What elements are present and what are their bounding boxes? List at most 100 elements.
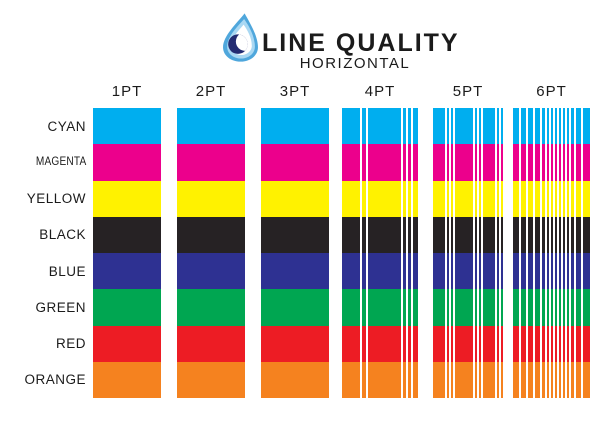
- color-cell-red-2pt: [177, 325, 245, 362]
- white-gap-line: [564, 108, 567, 398]
- color-cell-yellow-4pt: [342, 180, 418, 217]
- test-column-6pt: [513, 108, 590, 398]
- white-gap-line: [526, 108, 528, 398]
- color-cell-green-4pt: [342, 289, 418, 326]
- color-cell-magenta-1pt: [93, 144, 161, 181]
- color-cell-blue-4pt: [342, 253, 418, 290]
- row-label-text: BLACK: [39, 227, 86, 243]
- color-cell-magenta-6pt: [513, 144, 590, 181]
- color-cell-red-1pt: [93, 325, 161, 362]
- color-cell-yellow-1pt: [93, 180, 161, 217]
- white-gap-line: [580, 108, 583, 398]
- color-cell-orange-4pt: [342, 361, 418, 398]
- color-cell-cyan-1pt: [93, 108, 161, 145]
- white-gap-line: [498, 108, 501, 398]
- color-cell-magenta-4pt: [342, 144, 418, 181]
- white-gap-line: [540, 108, 543, 398]
- row-label-text: YELLOW: [26, 191, 86, 207]
- color-cell-black-3pt: [261, 216, 329, 253]
- color-cell-magenta-2pt: [177, 144, 245, 181]
- column-header-5pt: 5PT: [452, 83, 484, 100]
- row-label-magenta: MAGENTA: [0, 144, 86, 180]
- page-title: LINE QUALITY: [262, 29, 460, 57]
- test-column-5pt: [433, 108, 503, 398]
- color-cell-magenta-5pt: [433, 144, 503, 181]
- row-label-text: BLUE: [48, 263, 86, 279]
- color-cell-yellow-3pt: [261, 180, 329, 217]
- white-gap-line: [568, 108, 571, 398]
- white-gap-line: [360, 108, 363, 398]
- column-header-4pt: 4PT: [364, 83, 396, 100]
- row-label-text: ORANGE: [24, 372, 86, 388]
- page-subtitle: HORIZONTAL: [299, 55, 411, 72]
- white-gap-line: [477, 108, 480, 398]
- white-gap-line: [552, 108, 555, 398]
- white-gap-line: [449, 108, 452, 398]
- color-cell-cyan-3pt: [261, 108, 329, 145]
- color-cell-blue-1pt: [93, 253, 161, 290]
- row-label-orange: ORANGE: [0, 362, 86, 398]
- white-gap-line: [365, 108, 368, 398]
- color-cell-cyan-6pt: [513, 108, 590, 145]
- color-cell-green-6pt: [513, 289, 590, 326]
- color-cell-blue-2pt: [177, 253, 245, 290]
- color-cell-cyan-4pt: [342, 108, 418, 145]
- color-cell-magenta-3pt: [261, 144, 329, 181]
- row-label-black: BLACK: [0, 217, 86, 253]
- column-header-2pt: 2PT: [195, 83, 227, 100]
- color-cell-black-5pt: [433, 216, 503, 253]
- color-cell-black-2pt: [177, 216, 245, 253]
- color-cell-red-6pt: [513, 325, 590, 362]
- test-column-2pt: [177, 108, 245, 398]
- row-label-text: GREEN: [35, 299, 86, 315]
- color-cell-orange-2pt: [177, 361, 245, 398]
- white-gap-line: [519, 108, 521, 398]
- white-gap-line: [444, 108, 447, 398]
- row-label-text: RED: [55, 336, 86, 352]
- row-label-blue: BLUE: [0, 253, 86, 289]
- color-cell-red-3pt: [261, 325, 329, 362]
- white-gap-line: [481, 108, 484, 398]
- color-cell-red-4pt: [342, 325, 418, 362]
- color-cell-blue-3pt: [261, 253, 329, 290]
- color-cell-orange-6pt: [513, 361, 590, 398]
- white-gap-line: [400, 108, 403, 398]
- row-label-text: CYAN: [47, 118, 86, 134]
- color-cell-green-5pt: [433, 289, 503, 326]
- test-column-4pt: [342, 108, 418, 398]
- test-column-3pt: [261, 108, 329, 398]
- white-gap-line: [560, 108, 563, 398]
- white-gap-line: [494, 108, 497, 398]
- white-gap-line: [472, 108, 475, 398]
- white-gap-line: [549, 108, 552, 398]
- color-cell-blue-6pt: [513, 253, 590, 290]
- white-gap-line: [556, 108, 559, 398]
- white-gap-line: [573, 108, 576, 398]
- color-cell-yellow-2pt: [177, 180, 245, 217]
- color-cell-orange-5pt: [433, 361, 503, 398]
- color-cell-green-1pt: [93, 289, 161, 326]
- color-cell-cyan-2pt: [177, 108, 245, 145]
- color-cell-black-6pt: [513, 216, 590, 253]
- white-gap-line: [410, 108, 413, 398]
- water-drop-icon: [223, 13, 258, 62]
- row-label-yellow: YELLOW: [0, 181, 86, 217]
- color-cell-red-5pt: [433, 325, 503, 362]
- column-header-3pt: 3PT: [279, 83, 311, 100]
- white-gap-line: [405, 108, 408, 398]
- row-label-red: RED: [0, 326, 86, 362]
- color-cell-blue-5pt: [433, 253, 503, 290]
- white-gap-line: [545, 108, 548, 398]
- test-column-1pt: [93, 108, 161, 398]
- row-label-green: GREEN: [0, 289, 86, 325]
- color-cell-black-1pt: [93, 216, 161, 253]
- white-gap-line: [533, 108, 536, 398]
- column-header-1pt: 1PT: [111, 83, 143, 100]
- color-cell-green-2pt: [177, 289, 245, 326]
- color-cell-black-4pt: [342, 216, 418, 253]
- color-cell-orange-3pt: [261, 361, 329, 398]
- color-cell-cyan-5pt: [433, 108, 503, 145]
- white-gap-line: [453, 108, 456, 398]
- column-header-6pt: 6PT: [536, 83, 567, 100]
